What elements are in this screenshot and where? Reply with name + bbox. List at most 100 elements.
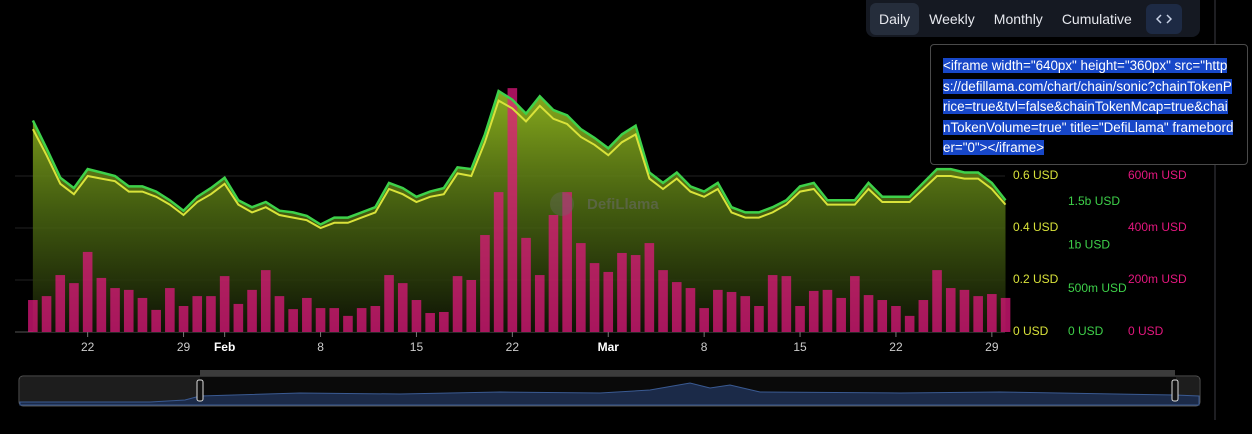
bar (384, 275, 394, 332)
bar (151, 309, 161, 332)
bar (850, 276, 860, 332)
bar (370, 306, 381, 332)
y-tick-label: 600m USD (1128, 168, 1187, 182)
watermark-logo (550, 192, 574, 216)
bar (165, 288, 175, 332)
embed-code[interactable]: <iframe width="640px" height="360px" src… (943, 56, 1235, 159)
bar (123, 289, 134, 332)
bar (1000, 297, 1011, 332)
embed-icon (1155, 13, 1172, 24)
x-tick-label: 15 (410, 340, 424, 354)
x-tick-label: Mar (598, 340, 620, 354)
x-tick-label: Feb (214, 340, 235, 354)
x-tick-label: 22 (889, 340, 903, 354)
bar (576, 243, 586, 332)
bar (192, 296, 203, 332)
bar (713, 289, 723, 332)
bar (507, 88, 518, 333)
y-tick-label: 200m USD (1128, 272, 1187, 286)
embed-popup: <iframe width="640px" height="360px" src… (930, 44, 1248, 165)
bar (603, 271, 614, 332)
bar (644, 243, 655, 332)
y-tick-label: 1.5b USD (1068, 194, 1120, 208)
bar (671, 282, 682, 332)
bar (589, 263, 600, 332)
period-button[interactable]: Daily (870, 2, 920, 35)
range-brush[interactable] (18, 370, 1201, 407)
x-tick-label: 29 (177, 340, 191, 354)
bar (562, 192, 572, 332)
bar (630, 255, 641, 332)
bar (302, 297, 312, 332)
brush-overview (19, 382, 1200, 406)
bar (726, 291, 737, 332)
bar (863, 295, 874, 332)
bar (754, 306, 764, 332)
watermark: DefiLlama (587, 196, 659, 213)
brush-mask (20, 377, 200, 405)
bar (288, 309, 298, 332)
bar (55, 275, 66, 332)
bar (877, 300, 888, 332)
bar (904, 315, 915, 332)
period-button[interactable]: Monthly (993, 10, 1043, 27)
y-tick-label: 500m USD (1068, 281, 1127, 295)
bar (795, 306, 805, 332)
bar (918, 300, 929, 332)
bar (466, 280, 477, 332)
bar (329, 308, 340, 332)
brush-handle[interactable] (1171, 379, 1179, 402)
series-line (32, 99, 1007, 230)
y-tick-label: 0.2 USD (1013, 272, 1059, 286)
y-tick-label: 1b USD (1068, 238, 1110, 252)
x-tick-label: 15 (793, 340, 807, 354)
bar (452, 276, 463, 332)
bar (617, 252, 627, 332)
bar (219, 276, 230, 332)
brush-bar[interactable] (200, 370, 1175, 376)
y-tick-label: 0.6 USD (1013, 168, 1059, 182)
embed-button[interactable] (1145, 3, 1182, 34)
bar (397, 283, 408, 332)
bar (767, 275, 778, 332)
bar (699, 308, 709, 332)
bar (658, 270, 668, 332)
period-controls: Daily Weekly Monthly Cumulative (866, 0, 1200, 37)
bar (439, 311, 449, 332)
bar (781, 276, 792, 332)
x-tick-label: 22 (81, 340, 95, 354)
bar (178, 306, 189, 332)
bar (356, 308, 367, 332)
bar (685, 288, 696, 332)
series-line (31, 89, 1007, 226)
bar (740, 296, 751, 332)
x-tick-label: 22 (506, 340, 520, 354)
y-tick-label: 0 USD (1013, 324, 1049, 338)
bar (343, 315, 353, 332)
bar (891, 306, 901, 332)
bar (987, 294, 997, 332)
bar (315, 308, 326, 332)
bar (274, 296, 285, 332)
period-button[interactable]: Cumulative (1061, 10, 1132, 27)
bar (233, 303, 244, 332)
bar (534, 275, 545, 332)
bar (69, 283, 79, 332)
bar (973, 296, 983, 332)
y-tick-label: 0 USD (1068, 324, 1104, 338)
bar (836, 297, 846, 332)
embed-code-text: <iframe width="640px" height="360px" src… (943, 58, 1234, 156)
bar (822, 289, 833, 332)
bar (82, 251, 93, 332)
y-tick-label: 0 USD (1128, 324, 1164, 338)
bar (959, 289, 970, 332)
period-button[interactable]: Weekly (929, 10, 975, 27)
x-tick-label: 29 (985, 340, 999, 354)
y-tick-label: 0.4 USD (1013, 220, 1059, 234)
bar (425, 313, 435, 332)
bar (137, 297, 148, 332)
brush-handle[interactable] (196, 379, 204, 402)
bar (247, 289, 257, 332)
bar (808, 290, 819, 332)
